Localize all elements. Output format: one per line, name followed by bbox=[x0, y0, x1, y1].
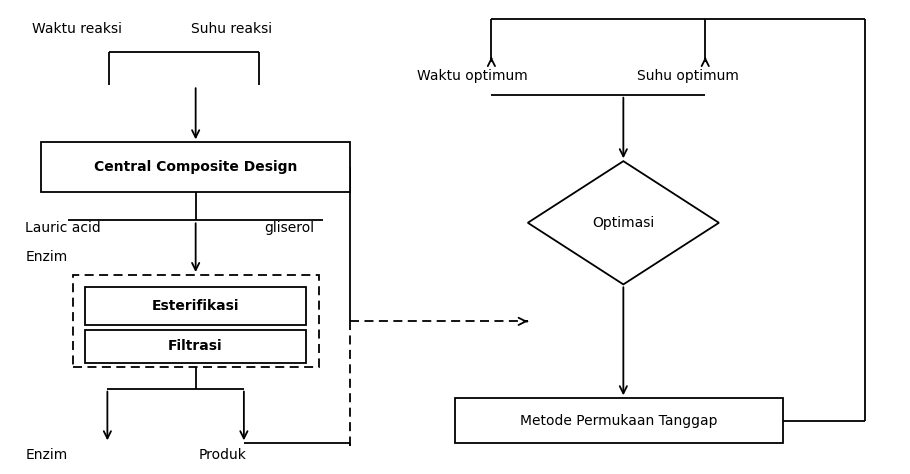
Polygon shape bbox=[528, 161, 719, 284]
Text: Produk: Produk bbox=[198, 448, 247, 462]
Bar bbox=[455, 398, 783, 443]
Bar bbox=[85, 287, 306, 325]
Bar bbox=[41, 142, 350, 192]
Text: Metode Permukaan Tanggap: Metode Permukaan Tanggap bbox=[520, 414, 718, 428]
Text: Suhu optimum: Suhu optimum bbox=[637, 69, 739, 83]
Text: Optimasi: Optimasi bbox=[592, 216, 654, 230]
Text: Waktu optimum: Waktu optimum bbox=[417, 69, 528, 83]
Bar bbox=[73, 275, 318, 367]
Bar bbox=[85, 330, 306, 363]
Text: Filtrasi: Filtrasi bbox=[167, 339, 223, 354]
Text: Central Composite Design: Central Composite Design bbox=[94, 160, 298, 174]
Text: Lauric acid: Lauric acid bbox=[25, 220, 101, 235]
Text: Esterifikasi: Esterifikasi bbox=[151, 299, 239, 313]
Text: Waktu reaksi: Waktu reaksi bbox=[33, 22, 122, 36]
Text: gliserol: gliserol bbox=[264, 220, 314, 235]
Text: Suhu reaksi: Suhu reaksi bbox=[191, 22, 273, 36]
Text: Enzim: Enzim bbox=[25, 250, 67, 264]
Text: Enzim: Enzim bbox=[25, 448, 67, 462]
